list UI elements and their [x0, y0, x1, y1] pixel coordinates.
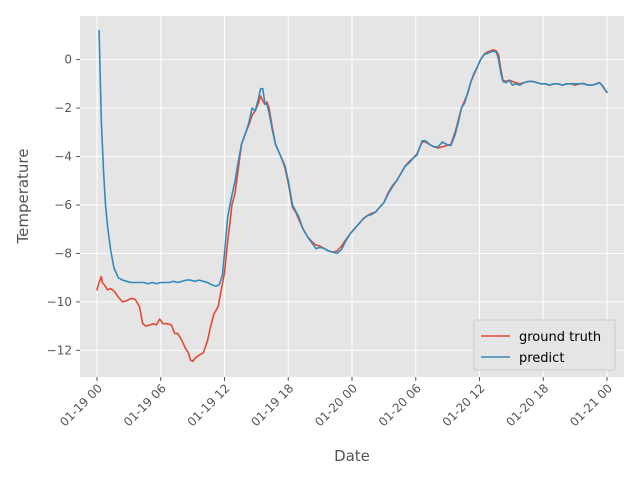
x-axis-ticks: 01-19 00 01-19 06 01-19 12 01-19 18 01-20 00…	[57, 377, 615, 429]
y-tick-label: −4	[54, 150, 72, 164]
legend-label-predict: predict	[519, 351, 564, 366]
series-line-predict	[98, 29, 608, 287]
x-axis-label: Date	[334, 447, 370, 465]
y-tick-label: −10	[47, 295, 72, 309]
x-tick-label: 01-19 12	[185, 381, 233, 429]
y-tick-label: −2	[54, 101, 72, 115]
y-tick-label: −6	[54, 198, 72, 212]
y-tick-label: −12	[47, 343, 72, 357]
series-lines	[96, 29, 608, 363]
x-tick-label: 01-19 00	[57, 381, 105, 429]
x-tick-label: 01-19 18	[248, 381, 296, 429]
grid-lines	[80, 16, 624, 377]
x-tick-label: 01-20 00	[312, 381, 360, 429]
x-tick-label: 01-20 18	[503, 381, 551, 429]
x-tick-label: 01-19 06	[121, 381, 169, 429]
x-tick-label: 01-21 00	[567, 381, 615, 429]
x-tick-label: 01-20 12	[440, 381, 488, 429]
series-line-ground-truth	[96, 49, 608, 363]
y-axis-label: Temperature	[14, 148, 32, 244]
y-axis-ticks: 0 −2 −4 −6 −8 −10 −12	[47, 53, 80, 357]
legend-label-ground-truth: ground truth	[519, 330, 601, 345]
y-tick-label: 0	[64, 53, 72, 67]
x-tick-label: 01-20 06	[376, 381, 424, 429]
y-tick-label: −8	[54, 246, 72, 260]
legend: ground truth predict	[473, 319, 616, 371]
